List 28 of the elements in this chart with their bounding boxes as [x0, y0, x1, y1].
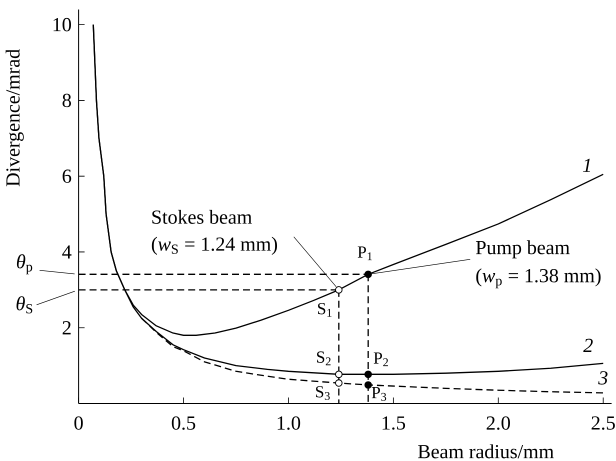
- y-axis-title: Divergence/mrad: [6, 49, 24, 186]
- x-tick-label: 2.5: [592, 416, 615, 430]
- annotation: P$_{2}$: [374, 352, 388, 366]
- annotation: θ$_{p}$: [16, 254, 32, 274]
- series-label: 1: [582, 158, 590, 172]
- y-tick-label: 2: [62, 321, 71, 334]
- annotation: S$_{3}$: [316, 386, 330, 400]
- series-label: 3: [598, 371, 608, 385]
- x-axis-title: Beam radius/mm: [418, 444, 554, 458]
- x-tick-label: 0: [74, 416, 83, 430]
- annotation: S$_{1}$: [318, 302, 332, 317]
- x-tick-label: 0.5: [172, 416, 196, 430]
- annotation: θ$_{S}$: [16, 296, 32, 314]
- y-tick-label: 10: [54, 18, 71, 32]
- annotation: (w$_{p}$ = 1.38 mm): [476, 268, 601, 288]
- x-tick-label: 1.5: [382, 416, 406, 430]
- annotation: Pump beam: [476, 240, 570, 258]
- y-tick-label: 4: [62, 245, 72, 259]
- series-label: 2: [583, 338, 593, 352]
- y-tick-label: 8: [62, 94, 71, 108]
- annotation: Stokes beam: [152, 210, 252, 224]
- annotation: S$_{2}$: [317, 351, 331, 366]
- annotation: (w$_{S}$ = 1.24 mm): [152, 236, 278, 255]
- y-tick-label: 6: [62, 170, 72, 183]
- annotation: P$_{1}$: [358, 246, 372, 260]
- x-tick-label: 2.0: [486, 416, 510, 430]
- annotation: P$_{3}$: [372, 387, 386, 401]
- x-tick-label: 1.0: [278, 416, 300, 430]
